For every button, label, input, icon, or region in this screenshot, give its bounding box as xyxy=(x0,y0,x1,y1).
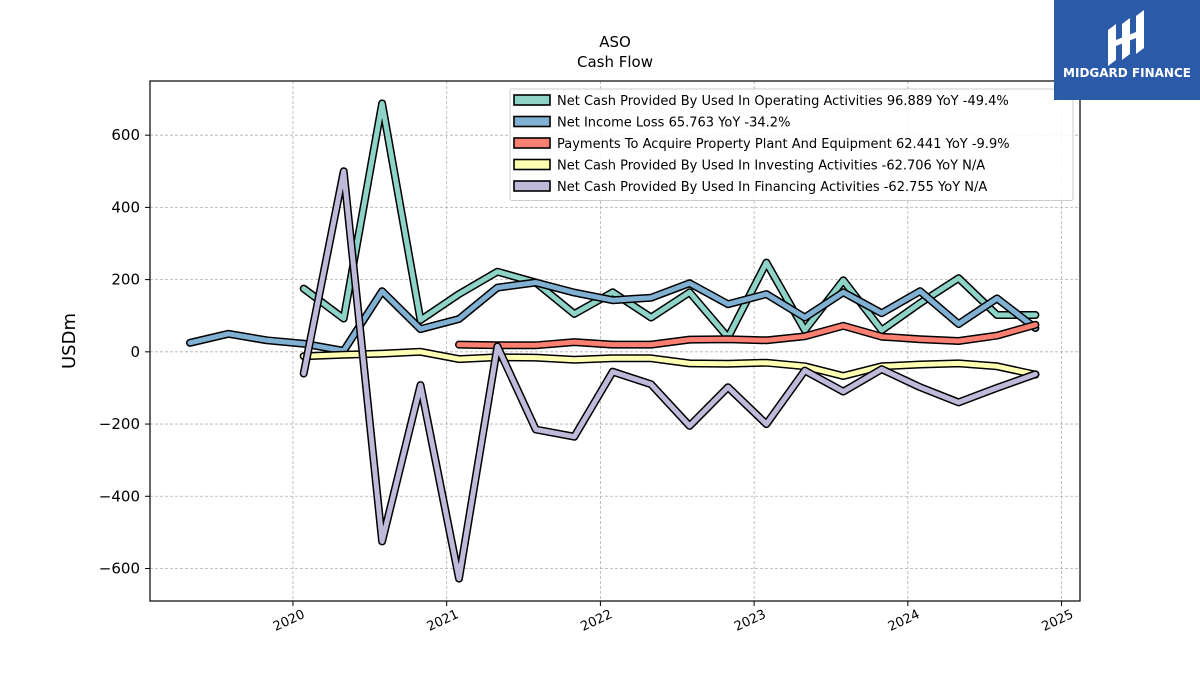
legend-label: Net Cash Provided By Used In Investing A… xyxy=(557,159,985,174)
legend-label: Net Income Loss 65.763 YoY -34.2% xyxy=(557,116,790,131)
series-line xyxy=(301,100,1038,340)
series-lines xyxy=(186,99,1040,583)
series-0 xyxy=(299,99,1040,342)
x-tick-label: 2021 xyxy=(425,607,461,635)
y-tick-label: 0 xyxy=(130,343,140,361)
logo-text: MIDGARD FINANCE xyxy=(1063,66,1191,80)
legend-swatch xyxy=(513,137,551,149)
midgard-logo-icon xyxy=(1108,10,1144,66)
series-4 xyxy=(299,167,1040,583)
y-tick-label: 600 xyxy=(111,126,140,144)
legend: Net Cash Provided By Used In Operating A… xyxy=(509,88,1074,201)
series-line xyxy=(456,322,1038,348)
series-line xyxy=(301,168,1038,582)
x-tick-label: 2022 xyxy=(578,607,614,635)
legend-label: Payments To Acquire Property Plant And E… xyxy=(557,137,1010,152)
x-tick-label: 2023 xyxy=(732,607,768,635)
legend-swatch xyxy=(513,94,551,106)
y-tick-label: −400 xyxy=(99,487,140,505)
series-1 xyxy=(186,278,1040,355)
x-tick-label: 2024 xyxy=(886,607,922,635)
legend-swatch xyxy=(513,158,551,171)
x-tick-label: 2020 xyxy=(271,607,307,635)
y-tick-label: 400 xyxy=(111,198,140,216)
x-tick-label: 2025 xyxy=(1040,607,1076,635)
plot-frame xyxy=(149,80,1081,602)
legend-swatch xyxy=(513,115,551,128)
series-3 xyxy=(299,347,1040,380)
chart-title: ASO xyxy=(599,33,631,51)
y-tick-label: 200 xyxy=(111,271,140,289)
y-axis-label: USDm xyxy=(59,313,80,369)
series-outline xyxy=(299,167,1040,583)
y-tick-label: −200 xyxy=(99,415,140,433)
legend-swatch xyxy=(513,180,551,192)
midgard-finance-logo: MIDGARD FINANCE xyxy=(1054,0,1200,100)
series-line xyxy=(187,280,1038,354)
chart-subtitle: Cash Flow xyxy=(577,53,653,71)
axis-ticks: −600 −400 −200 0 200 400 600 2020 2021 2022 2023 20… xyxy=(99,126,1076,635)
legend-label: Net Cash Provided By Used In Financing A… xyxy=(557,180,987,195)
y-tick-label: −600 xyxy=(99,560,140,578)
series-line xyxy=(301,349,1038,379)
legend-box xyxy=(509,88,1074,201)
series-2 xyxy=(455,320,1040,350)
legend-label: Net Cash Provided By Used In Operating A… xyxy=(557,94,1009,109)
